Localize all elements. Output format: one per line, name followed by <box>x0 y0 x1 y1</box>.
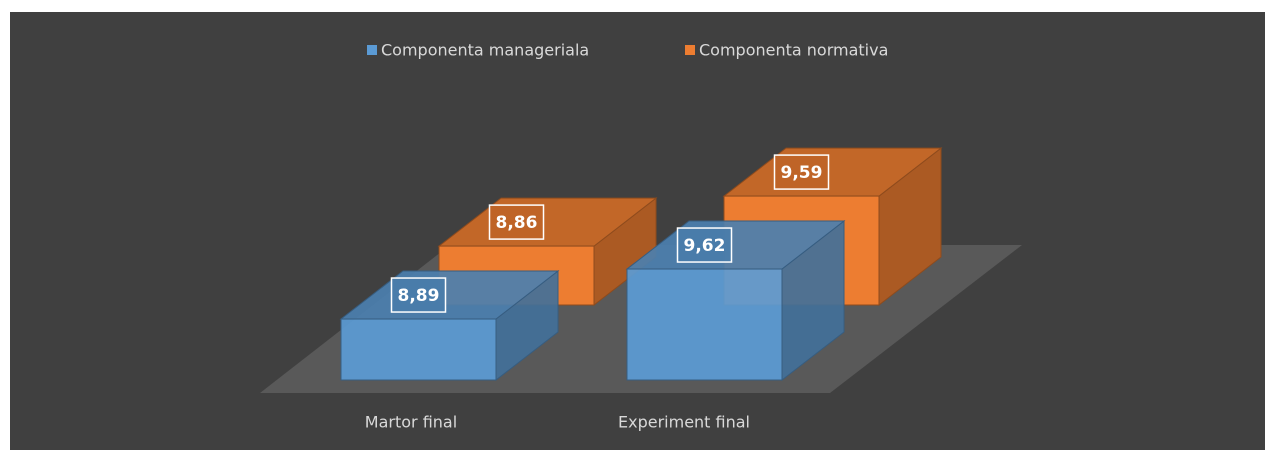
legend-label: Componenta manageriala <box>381 41 589 60</box>
x-tick-label: Martor final <box>365 413 457 432</box>
x-tick-label: Experiment final <box>618 413 750 432</box>
legend-swatch <box>685 45 695 55</box>
legend-swatch <box>367 45 377 55</box>
data-label: 8,86 <box>496 213 538 233</box>
data-label: 9,59 <box>781 163 823 183</box>
bar <box>626 268 783 381</box>
bar <box>340 318 497 381</box>
legend-label: Componenta normativa <box>699 41 888 60</box>
data-label-box <box>488 204 545 240</box>
data-label-box <box>390 277 447 313</box>
data-label-box <box>773 154 830 190</box>
data-label-box <box>676 227 733 263</box>
data-label: 8,89 <box>398 286 440 306</box>
data-label: 9,62 <box>684 236 726 256</box>
